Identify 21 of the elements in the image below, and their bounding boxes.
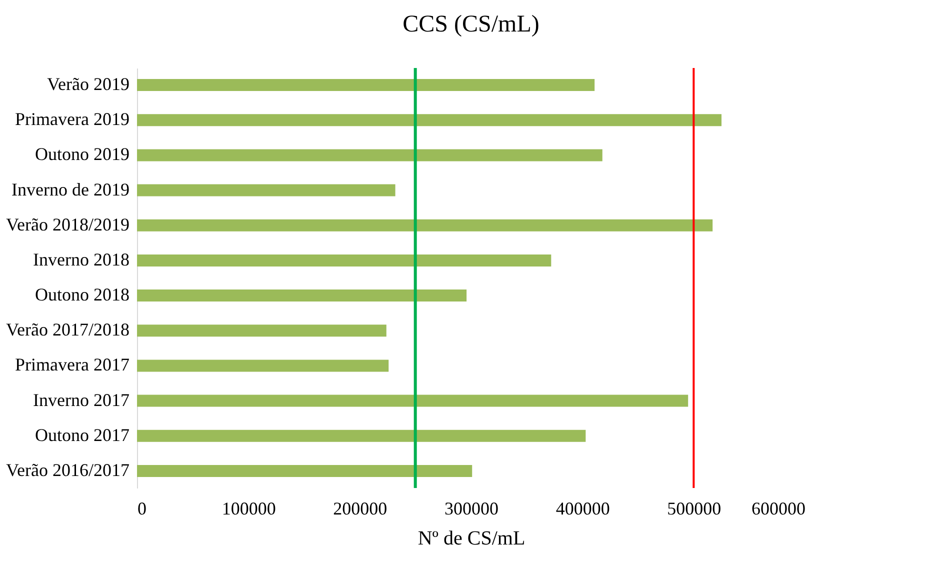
y-tick-label: Verão 2019	[47, 74, 130, 94]
y-tick-label: Inverno 2017	[33, 390, 130, 410]
y-tick-label: Verão 2017/2018	[6, 320, 130, 340]
x-tick-label: 600000	[752, 498, 806, 518]
y-tick-label: Primavera 2019	[15, 109, 130, 130]
x-tick-label: 400000	[556, 498, 610, 518]
y-tick-label: Outono 2019	[35, 144, 130, 164]
x-tick-label: 300000	[444, 498, 498, 518]
x-tick-label: 200000	[333, 498, 388, 518]
y-tick-label: Verão 2018/2019	[6, 214, 130, 234]
y-tick-label: Inverno 2018	[33, 249, 130, 270]
y-tick-label: Verão 2016/2017	[6, 460, 130, 480]
y-tick-label: Inverno de 2019	[12, 179, 130, 200]
x-axis-title: Nº de CS/mL	[418, 528, 526, 550]
y-tick-label: Outono 2017	[35, 424, 130, 445]
x-tick-label: 100000	[222, 498, 276, 518]
x-tick-label: 0	[138, 498, 146, 518]
chart-title: CCS (CS/mL)	[402, 12, 540, 38]
x-tick-label: 500000	[667, 498, 722, 518]
y-tick-label: Outono 2018	[35, 284, 130, 305]
y-tick-label: Primavera 2017	[15, 354, 130, 375]
